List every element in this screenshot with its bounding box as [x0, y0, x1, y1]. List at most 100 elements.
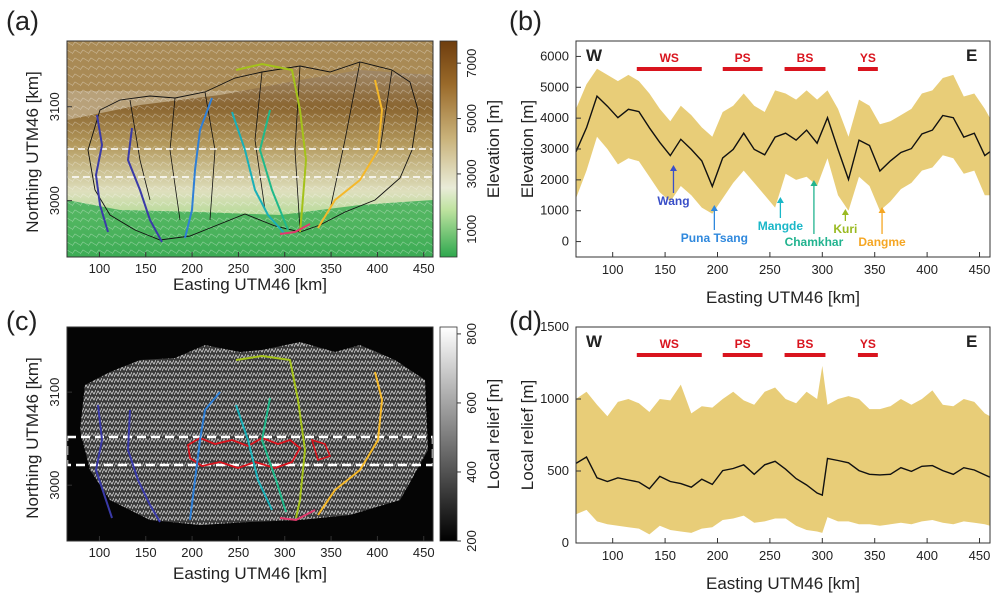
xtick-label: 300	[811, 548, 833, 563]
river-dangme-a	[317, 79, 384, 229]
panel-b-label: (b)	[509, 6, 542, 36]
chart-b-west-label: W	[586, 46, 603, 65]
annotation-arrow-head	[841, 209, 849, 215]
colorbar-c-tick-label: 600	[464, 392, 479, 414]
map-a-ylabel: Northing UTM46 [km]	[23, 71, 42, 233]
xtick-label: 200	[707, 262, 729, 277]
annotation-label: Dangme	[858, 235, 906, 249]
region-label: WS	[660, 337, 679, 351]
annotation-arrow-head	[878, 207, 886, 213]
colorbar-a-tick-label: 7000	[464, 49, 479, 78]
ytick-label: 4000	[540, 110, 569, 125]
map-c-xtick-label: 150	[135, 545, 157, 560]
map-a-ytick-label: 3100	[47, 92, 62, 121]
river-outlet-c	[279, 509, 316, 522]
colorbar-c-tick-label: 200	[464, 530, 479, 552]
basin-boundaries-a	[87, 61, 419, 241]
map-a-y-ticks: 3000 3100	[47, 92, 72, 215]
river-chamkhar-a	[258, 109, 289, 231]
map-c-x-ticks: 100 150 200 250 300 350 400 450	[89, 536, 435, 560]
map-a-xtick-label: 200	[181, 261, 203, 276]
ytick-label: 1500	[540, 319, 569, 334]
region-label: YS	[860, 51, 876, 65]
xtick-label: 350	[864, 548, 886, 563]
river-wang-c	[94, 404, 113, 519]
ytick-label: 0	[562, 535, 569, 550]
region-label: BS	[797, 337, 814, 351]
map-c-ylabel: Northing UTM46 [km]	[23, 357, 42, 519]
river-kuri-c	[235, 354, 307, 519]
river-punatsang-c	[189, 391, 221, 521]
river-wang-a	[94, 114, 109, 233]
xtick-label: 250	[759, 548, 781, 563]
panel-d-label: (d)	[509, 306, 542, 336]
chart-b: 100 150 200 250 300 350 400 450 0 1000 2000 3000 400…	[540, 48, 991, 277]
series-mean-line	[575, 94, 991, 189]
map-a-xtick-label: 100	[89, 261, 111, 276]
map-a-xtick-label: 400	[367, 261, 389, 276]
map-c-xtick-label: 450	[413, 545, 435, 560]
xtick-label: 400	[916, 262, 938, 277]
series-range-band	[576, 365, 990, 535]
red-outline-region-c	[187, 437, 302, 469]
chart-d-xlabel: Easting UTM46 [km]	[706, 574, 860, 593]
series-range-band	[576, 68, 990, 214]
panel-c-label: (c)	[6, 306, 37, 336]
annotation-arrow-head	[669, 165, 677, 171]
colorbar-a-tick-label: 1000	[464, 215, 479, 244]
chart-d-ylabel: Local relief [m]	[518, 380, 537, 491]
river-chamkhar-c	[260, 397, 287, 513]
map-a-xtick-label: 250	[228, 261, 250, 276]
map-a-xtick-label: 300	[274, 261, 296, 276]
annotation-label: Mangde	[758, 219, 804, 233]
map-a-xtick-label: 350	[320, 261, 342, 276]
ytick-label: 6000	[540, 48, 569, 63]
map-c-xtick-label: 200	[181, 545, 203, 560]
xtick-label: 100	[602, 548, 624, 563]
ytick-label: 2000	[540, 172, 569, 187]
chart-d-east-label: E	[966, 332, 977, 351]
chart-d-west-label: W	[586, 332, 603, 351]
map-c-xlabel: Easting UTM46 [km]	[173, 564, 327, 583]
colorbar-relief	[439, 326, 458, 542]
xtick-label: 100	[602, 262, 624, 277]
map-c-xtick-label: 100	[89, 545, 111, 560]
map-c-relief	[80, 342, 428, 525]
colorbar-a-tick-label: 3000	[464, 159, 479, 188]
ytick-label: 3000	[540, 141, 569, 156]
map-a-x-ticks: 100 150 200 250 300 350 400 450	[89, 252, 435, 276]
xtick-label: 450	[969, 548, 991, 563]
xtick-label: 250	[759, 262, 781, 277]
xtick-label: 450	[969, 262, 991, 277]
map-c-frame	[66, 326, 434, 542]
annotation-label: Wang	[657, 194, 689, 208]
map-c-ytick-label: 3000	[47, 471, 62, 500]
map-c-xtick-label: 400	[367, 545, 389, 560]
ytick-label: 500	[547, 463, 569, 478]
xtick-label: 400	[916, 548, 938, 563]
map-c-xtick-label: 300	[274, 545, 296, 560]
panel-a-label: (a)	[6, 6, 39, 36]
region-label: PS	[735, 51, 751, 65]
panel-a-map	[66, 41, 434, 257]
chart-b-frame	[575, 40, 991, 258]
region-label: WS	[660, 51, 679, 65]
map-a-frame	[66, 40, 434, 258]
ytick-label: 0	[562, 234, 569, 249]
map-c-y-ticks: 3000 3100	[47, 378, 72, 500]
colorbar-c-tick-label: 400	[464, 461, 479, 483]
colorbar-c-tick-label: 800	[464, 323, 479, 345]
region-label: YS	[860, 337, 876, 351]
chart-b-east-label: E	[966, 46, 977, 65]
colorbar-elevation	[439, 40, 458, 258]
red-outline-small-c	[310, 438, 332, 462]
river-mangde-a	[231, 111, 286, 235]
annotation-arrow-head	[776, 197, 784, 203]
river-dangme-c	[317, 371, 384, 516]
map-c-ytick-label: 3100	[47, 378, 62, 407]
map-a-ytick-label: 3000	[47, 186, 62, 215]
ytick-label: 5000	[540, 79, 569, 94]
annotation-label: Kuri	[833, 222, 857, 236]
series-mean-line	[575, 456, 991, 497]
